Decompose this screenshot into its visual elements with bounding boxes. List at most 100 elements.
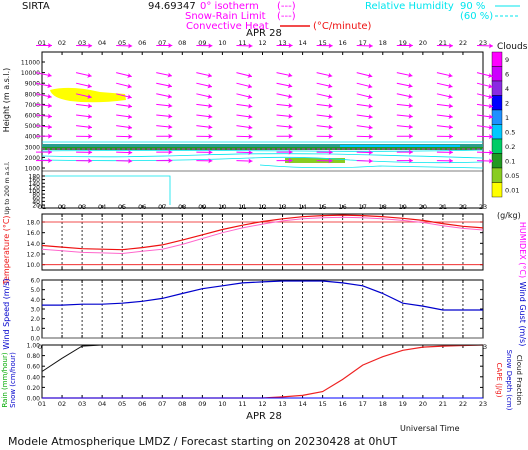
wind-arrowhead [167,72,172,78]
cloud-patch [285,158,345,163]
wind-arrowhead [88,158,93,164]
y-tick-label: 3.0 [30,307,40,314]
wind-arrowhead [488,73,493,78]
wind-arrowhead [248,134,253,140]
wind-arrowhead [128,158,133,164]
wind-arrowhead [328,113,333,119]
wind-arrowhead [367,94,373,100]
x-tick-label-top: 02 [58,39,66,47]
wind-arrowhead [48,43,52,48]
cloud-fraction-axis-label: Cloud Fraction [515,355,523,405]
y-tick-label: 10.0 [27,262,41,269]
x-tick-label: 22 [459,203,467,211]
date-label-bottom: APR 28 [246,411,282,422]
wind-arrowhead [448,113,453,119]
colorbar-swatch [491,80,503,96]
y-tick-label: 7000 [25,102,40,109]
y-tick-label: 1.00 [27,343,41,350]
x-tick-label: 07 [158,400,166,408]
y-tick-label: 40 [32,199,40,206]
legend-snow-rain: Snow-Rain Limit [185,11,266,22]
wind-arrowhead [88,43,93,49]
cape-axis-label: CAPE (J/g) [495,363,503,398]
x-tick-label: 08 [178,203,186,211]
x-tick-label: 21 [439,400,447,408]
wind-arrowhead [328,158,333,164]
legend-isotherm: 0° isotherm [200,1,259,12]
y-tick-label: 140 [29,181,41,188]
wind-arrowhead [127,73,132,78]
x-tick-label: 14 [298,400,306,408]
wind-gust-axis-label: Wind Gust (m/s) [518,282,527,347]
y-tick-label: 14.0 [27,241,41,248]
y-tick-label: 2.0 [30,316,40,323]
wind-arrowhead [328,43,333,49]
y-tick-label: 8000 [25,91,40,98]
series-line [41,216,484,255]
x-tick-label: 01 [38,400,46,408]
x-tick-label: 17 [359,203,367,211]
x-tick-label-top: 05 [118,39,126,47]
temperature-axis-label: Temperature (°C) [2,215,11,285]
wind-arrowhead [207,94,212,99]
wind-arrowhead [287,72,293,78]
x-tick-label: 18 [379,400,387,408]
wind-arrowhead [207,83,212,89]
y-tick-label: 16.0 [27,230,41,237]
y-tick-label: 120 [29,184,41,191]
x-tick-label-top: 18 [379,39,387,47]
y-tick-label: 4.0 [30,297,40,304]
wind-arrowhead [127,124,133,130]
legend-snow-rain-symbol: (---) [277,11,296,22]
wind-arrowhead [488,134,493,140]
x-tick-label-top: 12 [258,39,266,47]
x-tick-label: 11 [238,203,246,211]
x-tick-label-top: 22 [459,39,467,47]
y-tick-label: 3000 [25,144,40,151]
x-tick-label-top: 11 [238,39,246,47]
wind-arrowhead [408,103,413,109]
y-tick-label: 0.00 [27,396,41,403]
wind-arrowhead [408,93,413,99]
wind-arrowhead [368,103,373,109]
wind-arrowhead [488,83,493,89]
x-tick-label-top: 04 [98,39,106,47]
y-tick-label: 80 [32,192,40,199]
y-tick-label: 60 [32,195,40,202]
model-caption: Modele Atmospherique LMDZ / Forecast sta… [8,435,397,448]
y-tick-label: 5.0 [30,287,40,294]
wind-arrowhead [288,133,293,139]
wind-arrowhead [127,94,132,100]
y-tick-label: 9000 [25,81,40,88]
height-axis-label: Height (m a.s.l.) [2,68,11,133]
wind-arrowhead [207,124,213,130]
wind-arrowhead [247,94,252,100]
y-tick-label: 10000 [21,70,40,77]
wind-arrowhead [247,73,252,78]
wind-arrowhead [128,134,133,140]
wind-arrowhead [488,114,493,120]
colorbar-label: 0.05 [505,172,519,180]
legend-convective-unit: (°C/minute) [313,21,372,32]
wind-arrowhead [128,43,133,49]
wind-arrowhead [408,43,413,48]
low-height-axis-label: Up to 200 m a.s.l. [4,161,11,214]
panel-frame [41,344,484,399]
y-tick-label: 2000 [25,155,40,162]
x-tick-label-top: 01 [38,39,46,47]
x-tick-label-top: 19 [399,39,407,47]
x-tick-label: 06 [138,400,146,408]
wind-arrowhead [408,133,413,139]
wind-arrowhead [47,103,52,109]
wind-arrowhead [288,103,293,109]
y-tick-label: 0.80 [27,353,41,360]
x-tick-label: 12 [258,203,266,211]
colorbar-label: 0.1 [505,157,515,165]
y-tick-label: 0.20 [27,385,41,392]
wind-arrowhead [328,124,333,130]
y-tick-label: 12.0 [27,252,41,259]
x-tick-label-top: 06 [138,39,146,47]
rh-contour [45,175,171,205]
x-tick-label-top: 10 [218,39,226,47]
